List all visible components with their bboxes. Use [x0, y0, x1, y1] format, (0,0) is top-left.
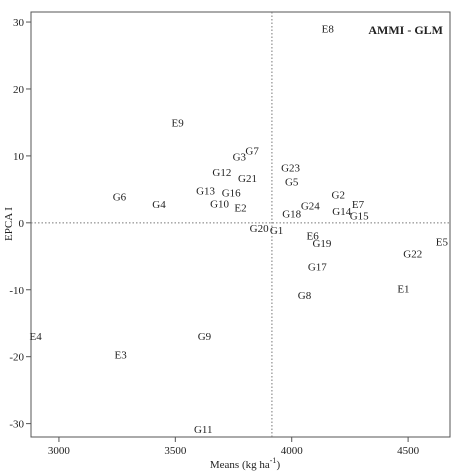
y-tick-label: 30 [13, 17, 25, 29]
point-label: E3 [115, 350, 128, 362]
x-tick-label: 3000 [48, 445, 71, 457]
plot-frame [30, 11, 451, 438]
point-label: G7 [245, 146, 259, 158]
point-label: E6 [307, 231, 320, 243]
point-label: E1 [397, 283, 409, 295]
point-label: G24 [301, 200, 320, 212]
point-label: G16 [222, 188, 241, 200]
x-tick-label: 3500 [164, 445, 187, 457]
y-tick-label: -30 [9, 419, 24, 431]
point-label: G11 [194, 424, 213, 436]
x-axis-title-main: Means (kg ha [210, 459, 270, 471]
y-axis: -30 -20 -10 0 10 20 30 [9, 17, 31, 431]
y-tick-label: 0 [19, 218, 25, 230]
x-axis-title: Means (kg ha-1) [210, 456, 281, 471]
point-label: G23 [281, 162, 300, 174]
point-label: G20 [250, 223, 269, 235]
point-label: G2 [332, 190, 345, 202]
point-label: G15 [350, 210, 369, 222]
x-axis-title-superscript: -1 [270, 456, 277, 465]
point-label: E7 [352, 199, 365, 211]
point-label: G6 [113, 192, 127, 204]
point-label: G4 [152, 199, 166, 211]
y-tick-label: -20 [9, 352, 24, 364]
x-axis-title-close: ) [276, 459, 280, 471]
point-label: G9 [198, 331, 212, 343]
point-label: G13 [196, 186, 215, 198]
point-label: G8 [298, 290, 312, 302]
point-label: G21 [238, 173, 257, 185]
reference-lines [31, 12, 450, 437]
point-label: G22 [403, 249, 422, 261]
point-label: G12 [212, 167, 231, 179]
point-label: E4 [30, 331, 43, 343]
y-tick-label: 10 [13, 151, 25, 163]
point-label: G19 [312, 238, 331, 250]
point-label: G10 [210, 198, 229, 210]
point-label: G1 [270, 225, 283, 237]
point-label: E5 [436, 237, 449, 249]
point-label: E2 [234, 202, 246, 214]
y-tick-label: 20 [13, 84, 25, 96]
point-label: G17 [308, 261, 327, 273]
y-tick-label: -10 [9, 285, 24, 297]
y-axis-title: EPCA I [3, 207, 15, 241]
point-label: G18 [282, 208, 301, 220]
x-tick-label: 4500 [397, 445, 420, 457]
point-label: G14 [332, 206, 351, 218]
point-label: G3 [233, 152, 247, 164]
x-tick-label: 4000 [281, 445, 304, 457]
point-label: E8 [322, 24, 335, 36]
point-label: G5 [285, 176, 299, 188]
x-axis: 3000 3500 4000 4500 [48, 437, 420, 457]
point-label: E9 [172, 117, 185, 129]
chart-title: AMMI - GLM [368, 23, 443, 37]
